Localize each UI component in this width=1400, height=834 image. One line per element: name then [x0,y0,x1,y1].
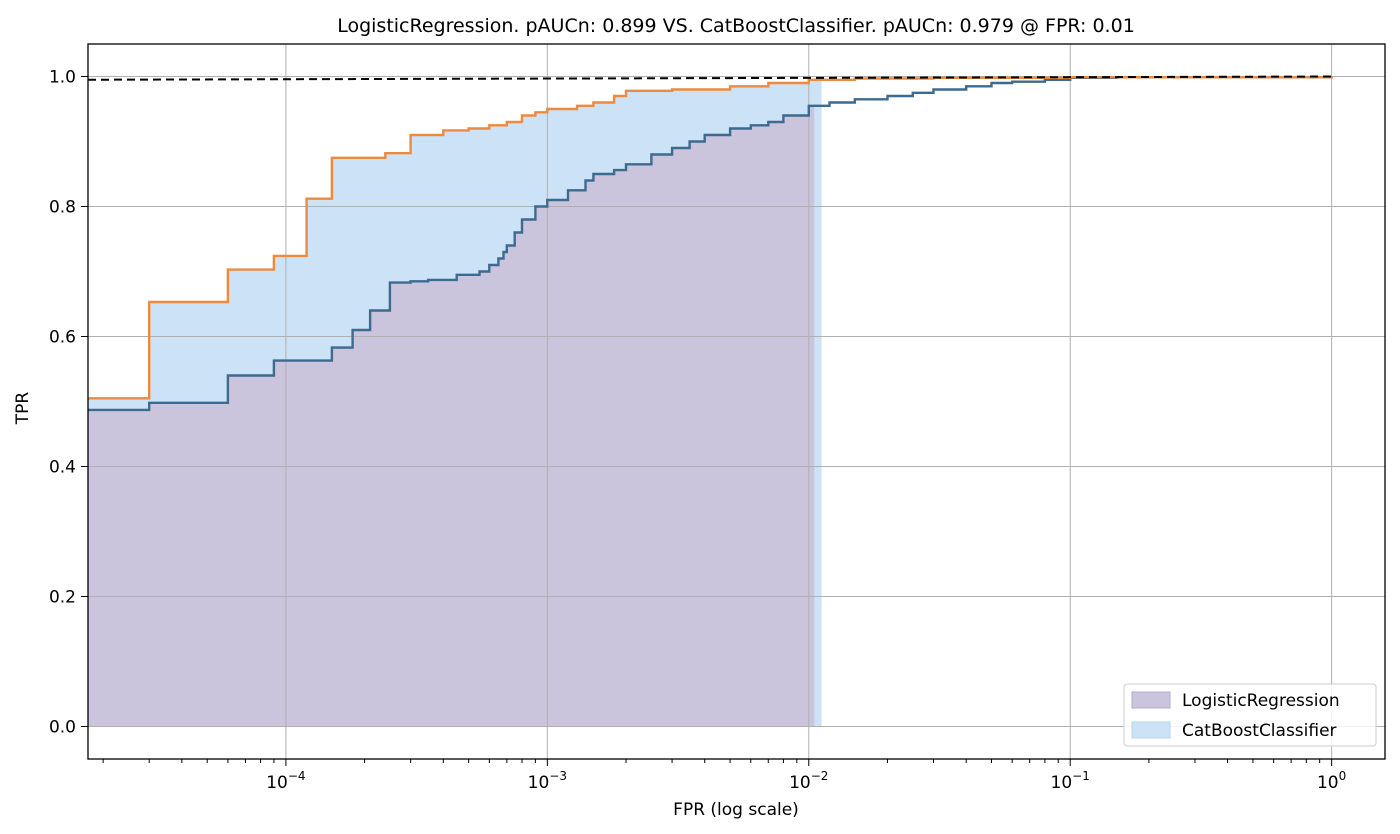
y-tick-label: 0.0 [49,718,76,738]
y-axis-label: TPR [13,392,33,426]
y-tick-label: 0.6 [49,328,76,348]
x-tick-label: 10−1 [1051,769,1090,793]
y-tick-label: 0.2 [49,588,76,608]
x-tick-label: 10−4 [266,769,305,793]
legend-swatch-catboost [1131,721,1171,739]
x-tick-label: 100 [1317,769,1346,793]
x-axis-label: FPR (log scale) [673,800,799,820]
area-fills [88,78,822,727]
x-tick-label: 10−3 [528,769,567,793]
legend-label-logistic: LogisticRegression [1182,691,1340,711]
legend-swatch-logistic [1131,691,1171,709]
x-tick-label: 10−2 [789,769,828,793]
plot-frame [87,43,1386,760]
logistic-fill [88,102,815,727]
x-axis-ticks: 10−4 10−3 10−2 10−1 100 [102,759,1346,793]
legend-box [1123,683,1377,747]
series-lines [87,75,1333,412]
catboost-roc-line [88,76,1333,400]
chart-title: LogisticRegression. pAUCn: 0.899 VS. Cat… [337,15,1135,37]
legend: LogisticRegression CatBoostClassifier [1123,683,1377,747]
y-tick-label: 0.8 [49,198,76,218]
legend-label-catboost: CatBoostClassifier [1182,721,1337,741]
y-tick-label: 0.4 [49,458,76,478]
y-axis-ticks: 0.0 0.2 0.4 0.6 0.8 1.0 [49,68,88,738]
y-tick-label: 1.0 [49,68,76,88]
logistic-roc-line [88,76,1333,412]
